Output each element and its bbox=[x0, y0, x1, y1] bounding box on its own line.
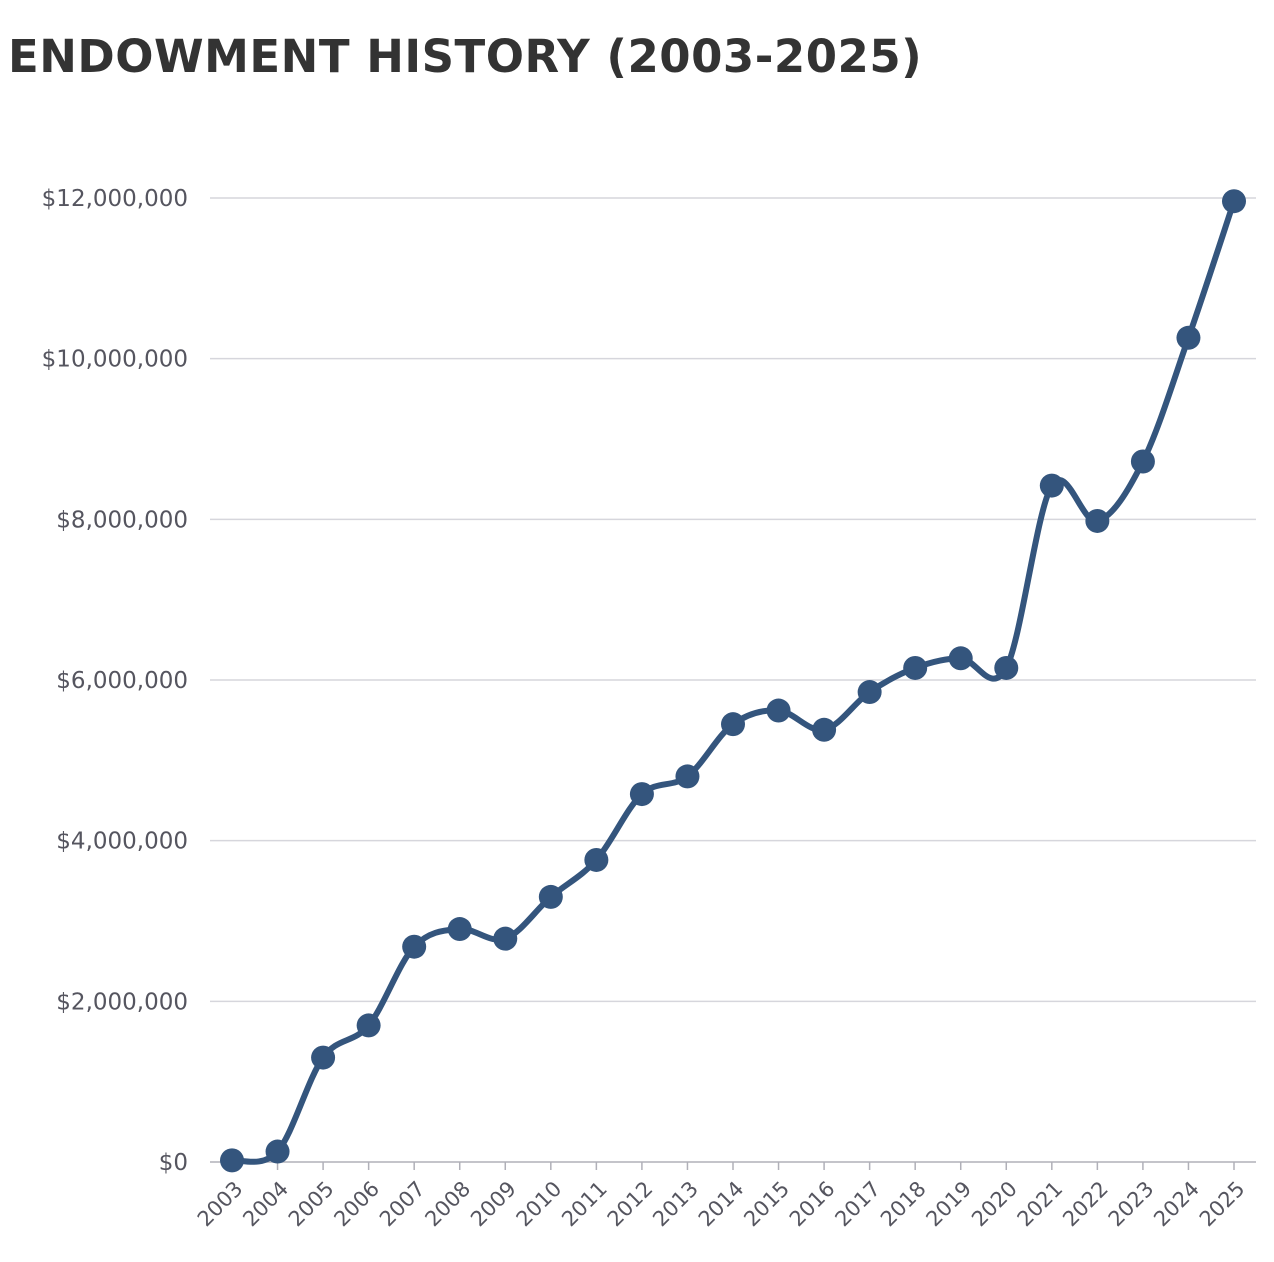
data-points bbox=[220, 189, 1246, 1173]
x-tick-label: 2005 bbox=[284, 1177, 339, 1232]
data-point-2011[interactable] bbox=[584, 847, 609, 872]
x-tick-label: 2022 bbox=[1058, 1177, 1113, 1232]
x-tick-label: 2012 bbox=[603, 1177, 658, 1232]
x-tick-label: 2023 bbox=[1104, 1177, 1159, 1232]
y-tick-label: $0 bbox=[159, 1150, 188, 1176]
x-tick-label: 2013 bbox=[648, 1177, 703, 1232]
y-tick-label: $4,000,000 bbox=[56, 829, 188, 855]
data-point-2013[interactable] bbox=[675, 764, 700, 789]
data-point-2010[interactable] bbox=[538, 884, 563, 909]
data-point-2025[interactable] bbox=[1222, 189, 1246, 214]
x-tick-label: 2016 bbox=[785, 1177, 840, 1232]
data-point-2007[interactable] bbox=[402, 934, 427, 959]
y-axis-ticks: $0 $2,000,000 $4,000,000 $6,000,000 $8,000,0… bbox=[42, 186, 188, 1176]
x-tick-label: 2014 bbox=[694, 1177, 749, 1232]
data-point-2015[interactable] bbox=[766, 698, 791, 723]
x-tick-label: 2009 bbox=[466, 1177, 521, 1232]
x-tick-label: 2020 bbox=[967, 1177, 1022, 1232]
y-tick-label: $2,000,000 bbox=[56, 989, 188, 1015]
chart-title: ENDOWMENT HISTORY (2003-2025) bbox=[8, 30, 923, 83]
x-axis-ticks: 2003200420052006200720082009201020112012… bbox=[193, 1162, 1250, 1231]
data-point-2004[interactable] bbox=[265, 1139, 290, 1164]
data-point-2003[interactable] bbox=[220, 1148, 244, 1173]
x-tick-label: 2010 bbox=[512, 1177, 567, 1232]
x-tick-label: 2003 bbox=[193, 1177, 248, 1232]
x-tick-label: 2011 bbox=[557, 1177, 612, 1232]
y-tick-label: $8,000,000 bbox=[56, 507, 188, 533]
data-point-2023[interactable] bbox=[1130, 449, 1155, 474]
x-tick-label: 2008 bbox=[420, 1177, 475, 1232]
x-tick-label: 2018 bbox=[876, 1177, 931, 1232]
x-tick-label: 2006 bbox=[329, 1177, 384, 1232]
y-tick-label: $6,000,000 bbox=[56, 668, 188, 694]
x-tick-label: 2019 bbox=[921, 1177, 976, 1232]
x-tick-label: 2024 bbox=[1149, 1177, 1204, 1232]
data-point-2018[interactable] bbox=[903, 655, 928, 680]
x-tick-label: 2007 bbox=[375, 1177, 430, 1232]
data-point-2012[interactable] bbox=[629, 782, 654, 807]
data-point-2005[interactable] bbox=[311, 1045, 336, 1070]
series-line-layer bbox=[229, 198, 1237, 1165]
y-tick-label: $10,000,000 bbox=[42, 347, 188, 373]
data-point-2014[interactable] bbox=[721, 712, 745, 737]
y-tick-label: $12,000,000 bbox=[42, 186, 188, 212]
data-point-2008[interactable] bbox=[447, 917, 472, 942]
data-point-2019[interactable] bbox=[948, 646, 973, 671]
data-point-2024[interactable] bbox=[1176, 325, 1201, 350]
x-tick-label: 2021 bbox=[1013, 1177, 1068, 1232]
series-line bbox=[229, 198, 1237, 1165]
x-tick-label: 2017 bbox=[830, 1177, 885, 1232]
x-tick-label: 2025 bbox=[1195, 1177, 1250, 1232]
x-tick-label: 2015 bbox=[739, 1177, 794, 1232]
data-point-2017[interactable] bbox=[857, 680, 882, 705]
data-point-2016[interactable] bbox=[812, 717, 837, 742]
data-point-2020[interactable] bbox=[994, 655, 1019, 680]
x-tick-label: 2004 bbox=[238, 1177, 293, 1232]
data-point-2009[interactable] bbox=[493, 926, 518, 951]
data-point-2022[interactable] bbox=[1085, 508, 1110, 533]
data-point-2006[interactable] bbox=[356, 1013, 381, 1038]
data-point-2021[interactable] bbox=[1039, 473, 1064, 498]
